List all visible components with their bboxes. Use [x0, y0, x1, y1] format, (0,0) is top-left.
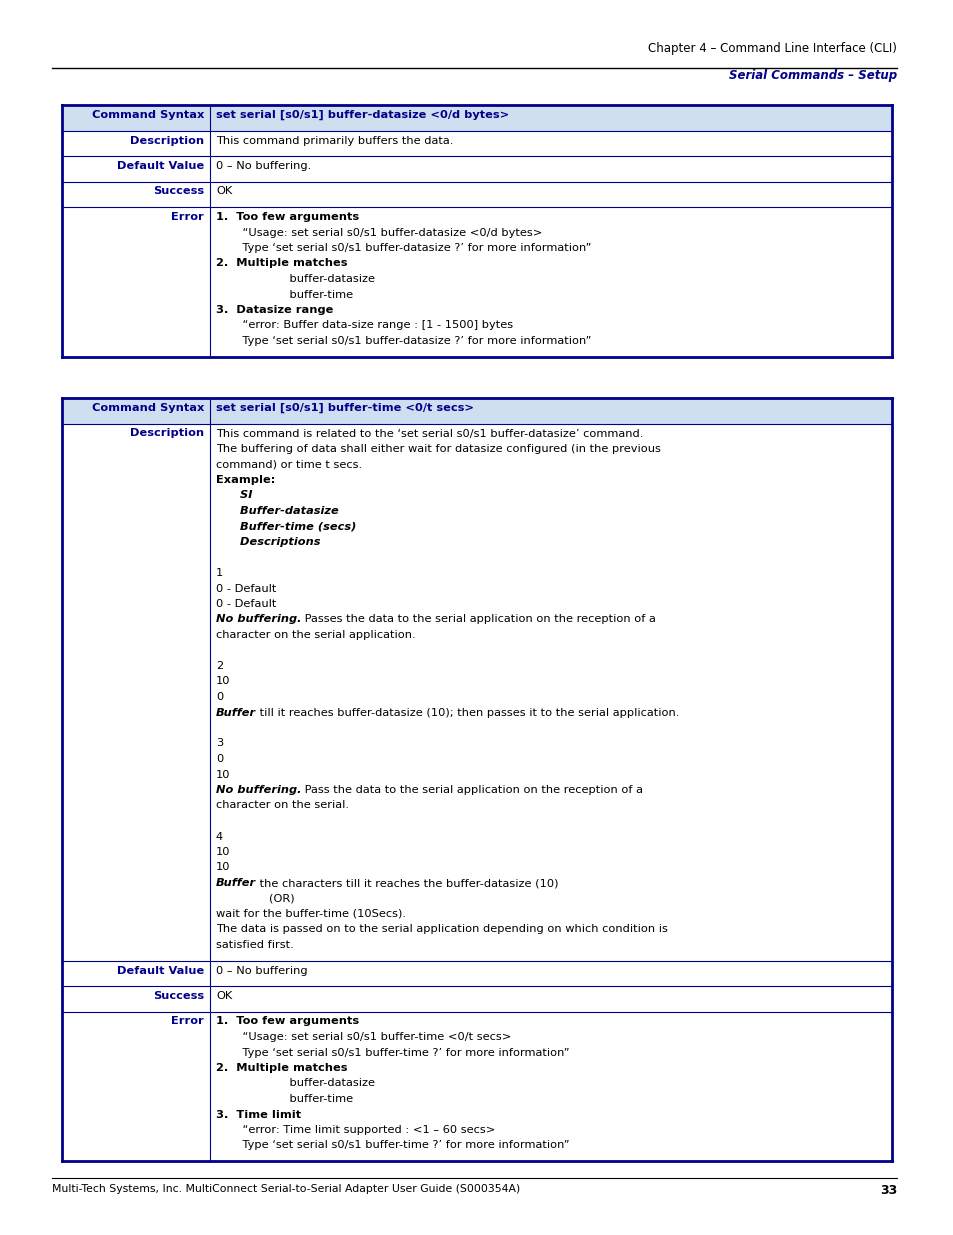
Text: This command is related to the ‘set serial s0/s1 buffer-datasize’ command.: This command is related to the ‘set seri… [215, 429, 642, 438]
Text: 4: 4 [215, 831, 223, 841]
Text: Description: Description [130, 429, 204, 438]
Text: buffer-datasize: buffer-datasize [246, 274, 375, 284]
Text: 1.  Too few arguments: 1. Too few arguments [215, 1016, 358, 1026]
Text: Buffer: Buffer [215, 878, 255, 888]
Text: The buffering of data shall either wait for datasize configured (in the previous: The buffering of data shall either wait … [215, 445, 660, 454]
Bar [62, 156, 891, 182]
Text: Type ‘set serial s0/s1 buffer-datasize ?’ for more information”: Type ‘set serial s0/s1 buffer-datasize ?… [228, 243, 591, 253]
Text: 3: 3 [215, 739, 223, 748]
Bar [62, 131, 891, 156]
Bar [62, 961, 891, 986]
Text: Pass the data to the serial application on the reception of a: Pass the data to the serial application … [301, 785, 643, 795]
Text: “error: Buffer data-size range : [1 - 1500] bytes: “error: Buffer data-size range : [1 - 15… [228, 321, 513, 331]
Text: Buffer: Buffer [215, 708, 255, 718]
Text: buffer-datasize: buffer-datasize [246, 1078, 375, 1088]
Bar [62, 398, 891, 424]
Text: satisfied first.: satisfied first. [215, 940, 294, 950]
Text: Error: Error [172, 1016, 204, 1026]
Text: Error: Error [172, 212, 204, 222]
Text: 0 – No buffering: 0 – No buffering [215, 966, 307, 976]
Text: Chapter 4 – Command Line Interface (CLI): Chapter 4 – Command Line Interface (CLI) [647, 42, 896, 56]
Text: No buffering.: No buffering. [215, 785, 301, 795]
Text: The data is passed on to the serial application depending on which condition is: The data is passed on to the serial appl… [215, 925, 667, 935]
Text: character on the serial.: character on the serial. [215, 800, 349, 810]
Text: 2.  Multiple matches: 2. Multiple matches [215, 258, 347, 268]
Text: “Usage: set serial s0/s1 buffer-datasize <0/d bytes>: “Usage: set serial s0/s1 buffer-datasize… [228, 227, 542, 237]
Text: Type ‘set serial s0/s1 buffer-datasize ?’ for more information”: Type ‘set serial s0/s1 buffer-datasize ?… [228, 336, 591, 346]
Text: 10: 10 [215, 769, 231, 779]
Text: 3.  Datasize range: 3. Datasize range [215, 305, 333, 315]
Text: Buffer-time (secs): Buffer-time (secs) [224, 521, 356, 531]
Text: OK: OK [215, 990, 232, 1002]
Text: 3.  Time limit: 3. Time limit [215, 1109, 301, 1119]
Text: This command primarily buffers the data.: This command primarily buffers the data. [215, 136, 453, 146]
Text: Command Syntax: Command Syntax [91, 110, 204, 120]
Text: 0 - Default: 0 - Default [215, 583, 276, 594]
Text: till it reaches buffer-datasize (10); then passes it to the serial application.: till it reaches buffer-datasize (10); th… [255, 708, 679, 718]
Text: (OR): (OR) [240, 893, 294, 904]
Text: Success: Success [152, 186, 204, 196]
Text: command) or time t secs.: command) or time t secs. [215, 459, 362, 469]
Bar [62, 182, 891, 207]
Text: Type ‘set serial s0/s1 buffer-time ?’ for more information”: Type ‘set serial s0/s1 buffer-time ?’ fo… [228, 1047, 569, 1057]
Text: set serial [s0/s1] buffer-datasize <0/d bytes>: set serial [s0/s1] buffer-datasize <0/d … [215, 110, 509, 120]
Text: Descriptions: Descriptions [224, 537, 320, 547]
Text: set serial [s0/s1] buffer-time <0/t secs>: set serial [s0/s1] buffer-time <0/t secs… [215, 403, 474, 414]
Text: 2: 2 [215, 661, 223, 671]
Text: SI: SI [224, 490, 253, 500]
Bar [62, 207, 891, 357]
Text: 0: 0 [215, 755, 223, 764]
Text: Passes the data to the serial application on the reception of a: Passes the data to the serial applicatio… [301, 615, 656, 625]
Text: 0 - Default: 0 - Default [215, 599, 276, 609]
Text: No buffering.: No buffering. [215, 615, 301, 625]
Text: 10: 10 [215, 847, 231, 857]
Bar [62, 424, 891, 961]
Bar [62, 986, 891, 1011]
Text: “error: Time limit supported : <1 – 60 secs>: “error: Time limit supported : <1 – 60 s… [228, 1125, 495, 1135]
Text: 0 – No buffering.: 0 – No buffering. [215, 161, 311, 170]
Text: Success: Success [152, 990, 204, 1002]
Text: Description: Description [130, 136, 204, 146]
Text: Multi-Tech Systems, Inc. MultiConnect Serial-to-Serial Adapter User Guide (S0003: Multi-Tech Systems, Inc. MultiConnect Se… [52, 1184, 519, 1194]
Text: 10: 10 [215, 862, 231, 872]
Text: 0: 0 [215, 692, 223, 701]
Bar [62, 1011, 891, 1161]
Text: buffer-time: buffer-time [246, 289, 353, 300]
Text: 1: 1 [215, 568, 223, 578]
Bar [62, 105, 891, 131]
Text: Default Value: Default Value [116, 966, 204, 976]
Text: 2.  Multiple matches: 2. Multiple matches [215, 1063, 347, 1073]
Text: “Usage: set serial s0/s1 buffer-time <0/t secs>: “Usage: set serial s0/s1 buffer-time <0/… [228, 1032, 511, 1042]
Text: Type ‘set serial s0/s1 buffer-time ?’ for more information”: Type ‘set serial s0/s1 buffer-time ?’ fo… [228, 1140, 569, 1151]
Text: 33: 33 [879, 1184, 896, 1197]
Text: OK: OK [215, 186, 232, 196]
Text: the characters till it reaches the buffer-datasize (10): the characters till it reaches the buffe… [255, 878, 558, 888]
Text: Command Syntax: Command Syntax [91, 403, 204, 412]
Text: Default Value: Default Value [116, 161, 204, 170]
Text: wait for the buffer-time (10Secs).: wait for the buffer-time (10Secs). [215, 909, 406, 919]
Text: Buffer-datasize: Buffer-datasize [224, 506, 338, 516]
Text: 10: 10 [215, 677, 231, 687]
Text: Example:: Example: [215, 475, 275, 485]
Text: character on the serial application.: character on the serial application. [215, 630, 416, 640]
Text: 1.  Too few arguments: 1. Too few arguments [215, 212, 358, 222]
Text: Serial Commands – Setup: Serial Commands – Setup [728, 69, 896, 82]
Text: buffer-time: buffer-time [246, 1094, 353, 1104]
